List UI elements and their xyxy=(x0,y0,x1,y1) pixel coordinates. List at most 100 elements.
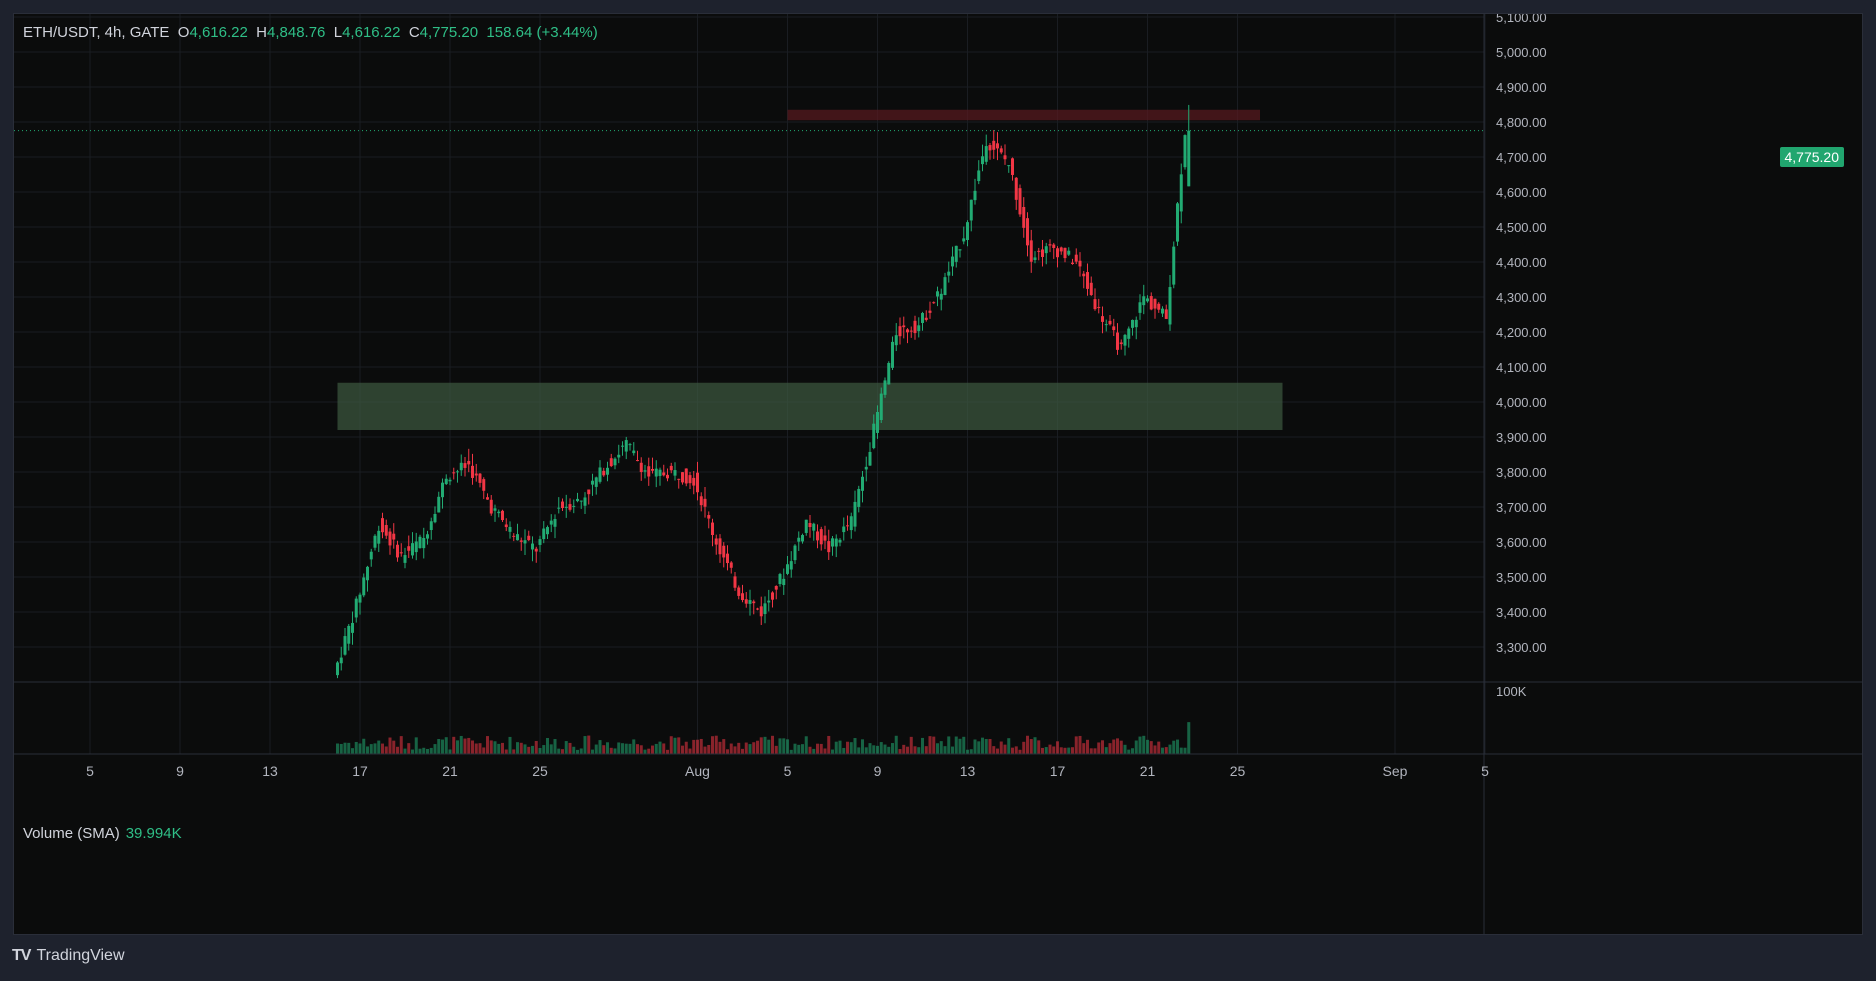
volume-bar xyxy=(756,740,759,754)
volume-bar xyxy=(576,749,579,754)
volume-bar xyxy=(508,736,512,754)
candle xyxy=(504,518,508,532)
chart-frame[interactable]: 5,100.00 5,000.00 4,900.00 4,800.00 4,700.00… xyxy=(13,13,1863,935)
price-tick-label: 4,200.00 xyxy=(1496,325,1547,340)
volume-bar xyxy=(557,748,561,754)
candle xyxy=(703,486,707,518)
volume-bar xyxy=(583,736,587,754)
volume-bar xyxy=(549,744,553,754)
volume-bar xyxy=(1074,736,1078,754)
candle-body xyxy=(962,238,966,242)
candle xyxy=(699,492,703,512)
candle xyxy=(849,512,853,539)
volume-bar xyxy=(489,740,493,754)
volume-bar xyxy=(767,739,771,754)
candle xyxy=(804,519,808,536)
candle-body xyxy=(1116,332,1119,350)
candle-body xyxy=(489,499,493,514)
candle xyxy=(381,512,384,539)
candle xyxy=(996,132,999,161)
candle-body xyxy=(759,606,763,617)
price-tick-label: 3,700.00 xyxy=(1496,500,1547,515)
candle-body xyxy=(1078,260,1082,267)
candle xyxy=(752,599,756,615)
candle xyxy=(583,492,587,514)
candle-body xyxy=(1183,135,1187,168)
candle xyxy=(1074,248,1078,265)
candle-body xyxy=(816,531,819,541)
candle xyxy=(1044,242,1048,265)
volume-bar xyxy=(1086,739,1089,754)
candle xyxy=(441,478,444,509)
candle-body xyxy=(838,539,842,543)
volume-bar xyxy=(1149,741,1153,754)
volume-bar xyxy=(662,743,666,754)
volume-bar xyxy=(1116,738,1119,754)
candle xyxy=(962,226,966,245)
volume-bar xyxy=(373,743,377,754)
volume-legend: Volume (SMA) 39.994K xyxy=(23,825,182,842)
candle-body xyxy=(1138,302,1142,313)
candle-body xyxy=(452,472,456,474)
candle xyxy=(857,485,861,513)
candle xyxy=(531,536,534,562)
candle xyxy=(422,527,426,559)
candle xyxy=(1022,197,1026,238)
candle xyxy=(1131,319,1134,336)
candle xyxy=(1048,239,1052,253)
candle-body xyxy=(1033,257,1037,260)
volume-label: Volume (SMA) xyxy=(23,825,120,842)
candle xyxy=(771,591,774,608)
volume-bar xyxy=(684,741,688,754)
candle xyxy=(1037,247,1041,261)
candle xyxy=(808,514,812,538)
volume-bar xyxy=(849,742,853,754)
volume-bar xyxy=(512,749,516,754)
candle-body xyxy=(636,460,639,462)
volume-bar xyxy=(538,747,542,754)
candle-body xyxy=(1172,246,1176,285)
candle-body xyxy=(801,535,804,542)
price-chart[interactable]: 5,100.00 5,000.00 4,900.00 4,800.00 4,700.00… xyxy=(14,14,1862,934)
candle xyxy=(354,596,358,623)
volume-bar xyxy=(478,743,482,754)
candle xyxy=(388,528,392,555)
candle-body xyxy=(958,249,962,251)
price-tick-label: 3,900.00 xyxy=(1496,430,1547,445)
tradingview-branding[interactable]: TV TradingView xyxy=(12,947,125,965)
candle-body xyxy=(542,528,546,540)
candle-body xyxy=(752,601,756,604)
candle-body xyxy=(898,326,902,337)
volume-bar xyxy=(966,749,969,754)
candle xyxy=(606,461,609,482)
candle xyxy=(538,535,542,553)
candle-body xyxy=(984,146,988,162)
candle-body xyxy=(527,535,531,541)
candle xyxy=(542,521,546,544)
candle xyxy=(681,471,684,485)
candle-body xyxy=(433,513,437,523)
time-tick-label: 5 xyxy=(784,763,792,779)
candle xyxy=(947,261,951,283)
volume-bar xyxy=(1033,737,1037,754)
volume-bar xyxy=(628,743,632,754)
price-tick-label: 5,000.00 xyxy=(1496,45,1547,60)
candle xyxy=(654,460,658,488)
candle xyxy=(722,542,726,568)
volume-bar xyxy=(474,743,478,754)
price-tick-label: 4,900.00 xyxy=(1496,80,1547,95)
time-tick-label: 21 xyxy=(442,763,458,779)
candle xyxy=(924,310,928,322)
candle xyxy=(838,538,842,547)
candle xyxy=(392,523,396,549)
volume-bar xyxy=(857,747,861,754)
candle xyxy=(1056,246,1059,268)
candle xyxy=(669,462,673,474)
candle xyxy=(1138,294,1142,320)
candle-body xyxy=(996,143,999,149)
candle-body xyxy=(737,587,741,596)
candle xyxy=(411,532,414,559)
volume-bar xyxy=(688,748,692,754)
candle xyxy=(366,565,369,592)
support-zone xyxy=(337,382,1283,430)
